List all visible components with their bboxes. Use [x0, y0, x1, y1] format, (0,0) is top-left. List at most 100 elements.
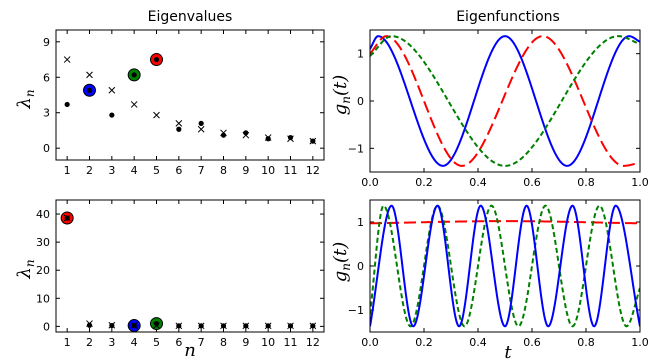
series-line [370, 204, 640, 328]
y-label-sub: n [339, 96, 353, 104]
y-tick-label: 3 [43, 107, 50, 120]
x-tick-label: 1 [64, 164, 71, 177]
y-label-main: λ [14, 97, 35, 109]
data-point-cross [287, 322, 294, 330]
data-point-dot [64, 101, 70, 108]
y-tick-label: −1 [348, 304, 364, 317]
data-point-cross [130, 101, 138, 108]
data-point-cross [220, 129, 227, 137]
data-point-cross [287, 135, 294, 143]
y-tick-label: 6 [43, 71, 50, 84]
data-point-dot [265, 136, 271, 142]
data-point-cross [63, 214, 71, 222]
axes-frame [369, 29, 641, 173]
data-point-dot [198, 120, 204, 126]
x-tick-label: 11 [284, 336, 298, 349]
x-tick-label: 1.0 [631, 176, 649, 189]
y-label-sub: n [23, 259, 37, 267]
x-tick-label: 7 [198, 164, 205, 177]
y-label-arg: (t) [330, 242, 351, 263]
y-label-main: g [330, 271, 351, 283]
x-tick-label: 5 [153, 336, 160, 349]
y-label-g-top: gn(t) [330, 75, 353, 116]
x-tick-label: 4 [131, 164, 138, 177]
y-tick-label: 0 [43, 320, 50, 333]
x-tick-label: 0.2 [415, 176, 433, 189]
x-tick-label: 3 [108, 336, 115, 349]
y-label-lambda-top: λn [14, 89, 37, 109]
data-point-dot [86, 87, 93, 93]
data-point-cross [309, 137, 317, 145]
data-point-dot [287, 134, 294, 141]
eigenfunctions-bottom-panel: 0.0 0.2 0.4 0.6 0.8 1.0 −1 0 1 [348, 199, 649, 349]
y-tick-label: −1 [348, 142, 364, 155]
data-point-dot [153, 56, 160, 63]
x-tick-label: 1 [64, 336, 71, 349]
x-axis-label-n: n [184, 340, 196, 360]
x-tick-label: 3 [108, 164, 115, 177]
x-tick-label: 0.8 [577, 176, 595, 189]
data-point-dot [86, 322, 93, 328]
y-label-main: λ [14, 267, 35, 279]
x-tick-label: 4 [131, 336, 138, 349]
data-point-cross [197, 322, 205, 330]
x-tick-label: 2 [86, 336, 93, 349]
x-tick-label: 0.0 [361, 336, 379, 349]
x-tick-label: 0.6 [523, 176, 541, 189]
svg-text:λn: λn [14, 89, 37, 109]
svg-text:gn(t): gn(t) [330, 75, 353, 116]
y-tick-label: 20 [36, 264, 50, 277]
x-tick-label: 11 [284, 164, 298, 177]
data-point-cross [153, 322, 160, 329]
x-tick-label: 0.6 [523, 336, 541, 349]
data-point-cross [153, 111, 160, 119]
x-tick-label: 0.2 [415, 336, 433, 349]
y-tick-label: 10 [36, 292, 50, 305]
y-label-sub: n [339, 263, 353, 271]
x-tick-label: 1.0 [631, 336, 649, 349]
x-tick-label: 2 [86, 164, 93, 177]
data-point-cross [63, 56, 71, 63]
x-tick-label: 12 [306, 164, 320, 177]
data-point-dot [109, 112, 115, 118]
y-tick-label: 0 [43, 142, 50, 155]
x-tick-label: 7 [198, 336, 205, 349]
x-tick-label: 10 [261, 164, 275, 177]
y-tick-label: 9 [43, 36, 50, 49]
x-tick-label: 0.0 [361, 176, 379, 189]
x-tick-label: 6 [175, 164, 182, 177]
data-point-cross [108, 321, 116, 329]
x-axis-label-t: t [504, 342, 512, 360]
series-line [370, 220, 640, 225]
axes-frame [55, 29, 325, 161]
title-eigenfunctions: Eigenfunctions [456, 9, 560, 25]
data-point-cross [264, 134, 272, 141]
y-label-g-bottom: gn(t) [330, 242, 353, 283]
x-tick-label: 8 [220, 164, 227, 177]
x-tick-label: 9 [242, 164, 249, 177]
data-point-cross [220, 322, 227, 330]
y-label-arg: (t) [330, 75, 351, 96]
data-point-cross [264, 322, 272, 330]
x-tick-label: 0.8 [577, 336, 595, 349]
data-point-cross [242, 322, 250, 330]
x-tick-label: 6 [175, 336, 182, 349]
eigenfunctions-top-panel: 0.0 0.2 0.4 0.6 0.8 1.0 −1 0 1 [348, 29, 649, 189]
data-point-cross [242, 131, 250, 139]
series-line [370, 35, 640, 167]
title-eigenvalues: Eigenvalues [148, 9, 233, 25]
axes-frame [369, 199, 641, 333]
series-line [370, 35, 640, 167]
data-point-cross [309, 322, 317, 330]
y-tick-label: 0 [357, 260, 364, 273]
x-tick-label: 10 [261, 336, 275, 349]
svg-text:gn(t): gn(t) [330, 242, 353, 283]
data-point-dot [131, 72, 137, 78]
y-tick-label: 1 [357, 48, 364, 61]
x-tick-label: 12 [306, 336, 320, 349]
x-tick-label: 9 [242, 336, 249, 349]
data-point-cross [86, 320, 93, 327]
